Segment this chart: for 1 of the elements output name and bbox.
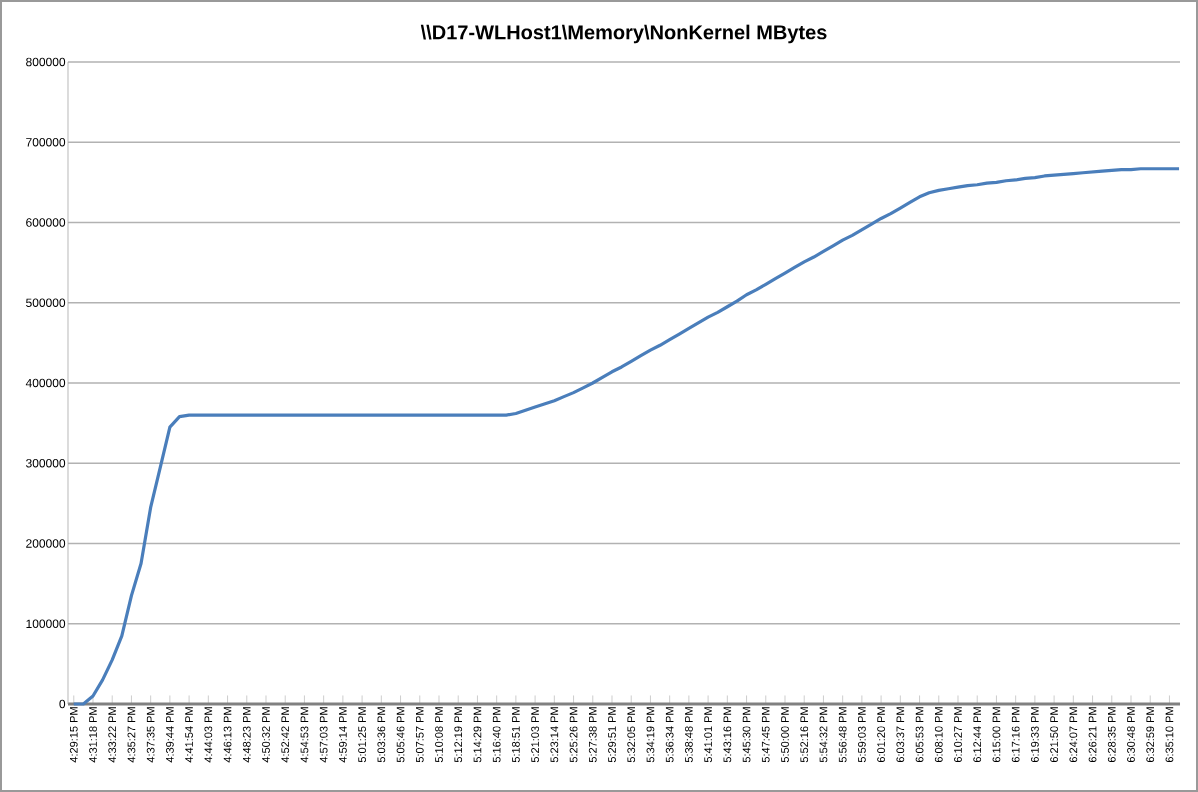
chart-title: \\D17-WLHost1\Memory\NonKernel MBytes — [420, 24, 827, 44]
